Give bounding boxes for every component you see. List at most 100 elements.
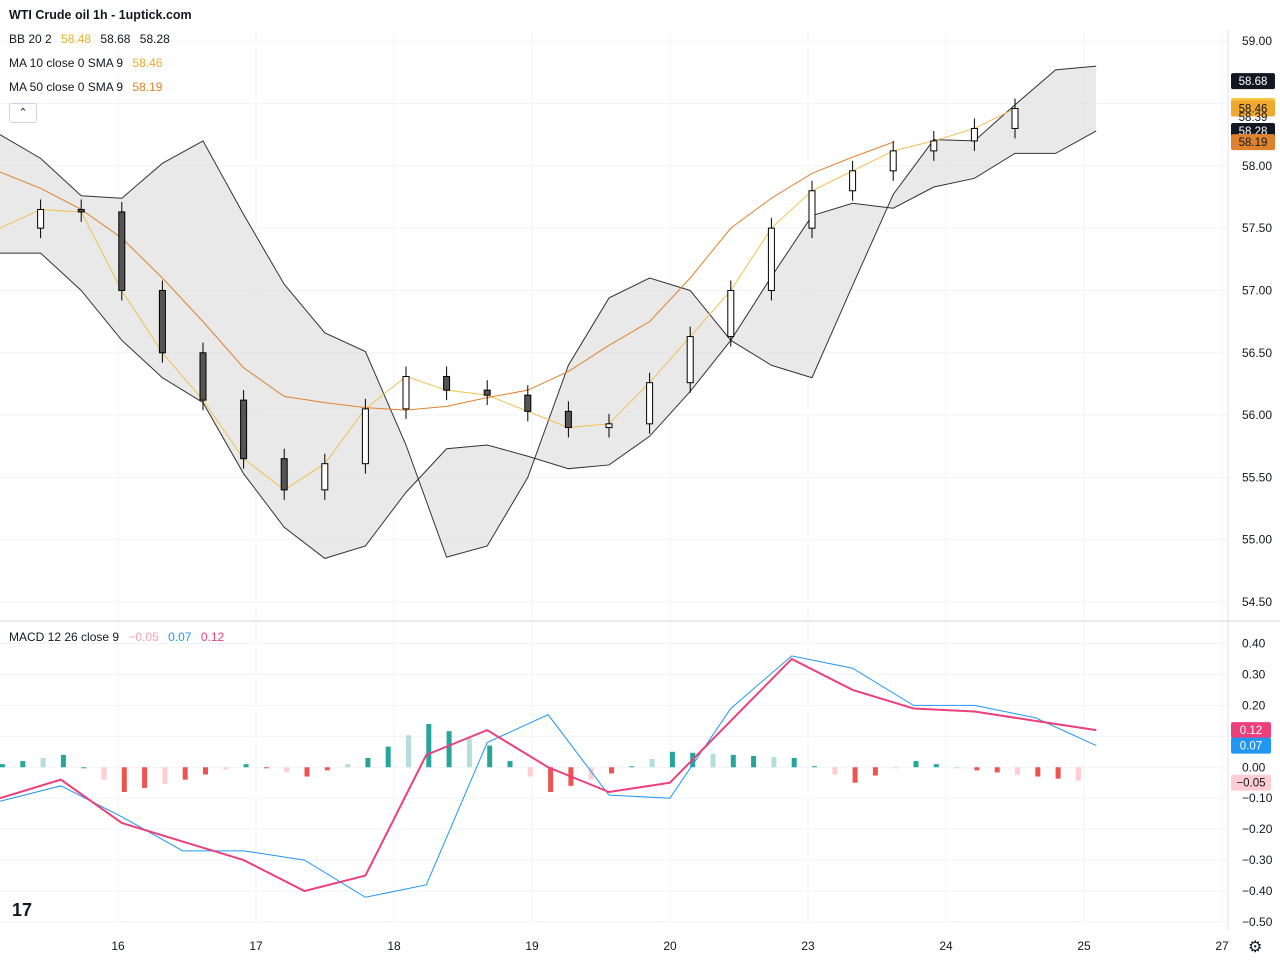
macd-histogram-bar xyxy=(365,757,371,768)
macd-histogram-bar xyxy=(182,767,188,780)
legend-bb-basis: 58.48 xyxy=(61,32,92,46)
macd-histogram-bar xyxy=(771,756,777,768)
legend-bb: BB 20 2 58.48 58.68 58.28 xyxy=(9,32,176,46)
candle-body xyxy=(118,211,126,291)
bb-lower-line xyxy=(0,130,1097,559)
macd-histogram-bar xyxy=(1055,767,1061,779)
price-tick-label: 55.50 xyxy=(1242,470,1272,484)
legend-ma10-label: MA 10 close 0 SMA 9 xyxy=(9,56,124,70)
legend-bb-lower: 58.28 xyxy=(139,32,170,46)
time-tick-label: 27 xyxy=(1215,939,1229,953)
bollinger-band-fill xyxy=(0,66,1097,559)
legend-macd-hist: −0.05 xyxy=(128,630,159,644)
macd-histogram-bar xyxy=(812,766,817,768)
chevron-up-icon: ⌃ xyxy=(18,107,28,119)
macd-histogram-bar xyxy=(304,767,310,777)
macd-tick-label: −0.20 xyxy=(1242,822,1273,836)
macd-histogram-bar xyxy=(1075,767,1081,781)
price-tick-label: 58.00 xyxy=(1242,159,1272,173)
ma50-line xyxy=(0,141,894,411)
candle-body xyxy=(930,140,938,152)
macd-histogram-bar xyxy=(1035,767,1041,777)
macd-histogram-bar xyxy=(507,761,513,768)
gear-icon[interactable]: ⚙ xyxy=(1248,939,1263,956)
macd-tick-label: 0.20 xyxy=(1242,698,1266,712)
macd-tick-label: −0.40 xyxy=(1242,884,1273,898)
macd-tick-label: −0.10 xyxy=(1242,791,1273,805)
legend-ma10: MA 10 close 0 SMA 9 58.46 xyxy=(9,56,168,70)
macd-histogram-bar xyxy=(345,764,351,768)
macd-histogram-bar xyxy=(933,764,939,768)
macd-histogram-bar xyxy=(649,759,655,768)
macd-histogram-bar xyxy=(852,767,858,783)
macd-histogram-bar xyxy=(1015,767,1020,775)
legend-ma50: MA 50 close 0 SMA 9 58.19 xyxy=(9,80,168,94)
macd-histogram-bar xyxy=(101,767,107,780)
macd-tick-label: 0.40 xyxy=(1242,636,1266,650)
candle-body xyxy=(361,408,369,465)
candle-body xyxy=(564,410,572,429)
legend-ma50-label: MA 50 close 0 SMA 9 xyxy=(9,80,124,94)
candle-body xyxy=(321,463,329,491)
macd-label-text: −0.05 xyxy=(1236,778,1265,790)
price-tick-label: 56.50 xyxy=(1242,346,1272,360)
legend-bb-upper: 58.68 xyxy=(100,32,131,46)
tradingview-logo[interactable]: 17 xyxy=(12,900,33,920)
macd-histogram-bar xyxy=(548,767,554,793)
macd-tick-label: −0.30 xyxy=(1242,853,1273,867)
candle-body xyxy=(199,352,207,401)
candle-body xyxy=(37,208,45,229)
price-tick-label: 56.00 xyxy=(1242,408,1272,422)
candle-body xyxy=(240,399,248,460)
time-tick-label: 19 xyxy=(525,939,539,953)
collapse-legend-button[interactable]: ⌃ xyxy=(9,103,37,123)
macd-histogram-bar xyxy=(994,767,1000,773)
macd-histogram-bar xyxy=(20,761,26,768)
time-tick-label: 23 xyxy=(801,939,815,953)
candle-body xyxy=(767,227,775,291)
candle-body xyxy=(970,127,978,142)
macd-histogram-bar xyxy=(832,767,838,775)
macd-label-text: 0.07 xyxy=(1240,741,1262,753)
price-label-text: 58.46 xyxy=(1239,104,1268,116)
legend-macd-value: 0.07 xyxy=(168,630,192,644)
legend-ma10-value: 58.46 xyxy=(132,56,163,70)
chart-title: WTI Crude oil 1h - 1uptick.com xyxy=(9,8,192,22)
macd-label-box xyxy=(1231,722,1271,739)
macd-histogram-bar xyxy=(223,767,229,770)
macd-histogram-bar xyxy=(263,767,269,769)
price-tick-label: 55.00 xyxy=(1242,533,1272,547)
bb-upper-line xyxy=(0,65,1097,558)
candle-body xyxy=(158,289,166,354)
macd-histogram-bar xyxy=(629,766,635,768)
legend-macd-signal: 0.12 xyxy=(200,630,225,644)
legend-ma50-value: 58.19 xyxy=(132,80,163,94)
macd-histogram-bar xyxy=(385,746,391,768)
candle-body xyxy=(483,389,491,396)
time-tick-label: 20 xyxy=(663,939,677,953)
macd-label-text: 0.12 xyxy=(1240,725,1262,737)
macd-histogram-bar xyxy=(913,761,919,768)
candle-body xyxy=(646,382,654,425)
macd-histogram-bar xyxy=(527,767,533,777)
ma10-line xyxy=(0,108,1016,491)
signal-line xyxy=(0,657,1097,893)
macd-tick-label: −0.50 xyxy=(1242,915,1273,929)
price-tick-label: 57.50 xyxy=(1242,221,1272,235)
macd-histogram-bar xyxy=(588,767,594,780)
macd-histogram-bar xyxy=(446,731,452,768)
time-tick-label: 16 xyxy=(111,939,125,953)
macd-histogram-bar xyxy=(40,757,46,768)
candle-body xyxy=(605,423,613,429)
macd-histogram-bar xyxy=(487,745,493,768)
macd-histogram-bar xyxy=(609,767,614,774)
price-label-text: 58.68 xyxy=(1239,76,1268,88)
candle-body xyxy=(524,394,532,412)
candle-body xyxy=(77,208,85,213)
price-label-text: 58.19 xyxy=(1239,137,1268,149)
macd-histogram-bar xyxy=(730,754,736,768)
macd-histogram-bar xyxy=(284,767,290,773)
macd-histogram-bar xyxy=(872,767,878,776)
price-tick-label: 54.50 xyxy=(1242,595,1272,609)
